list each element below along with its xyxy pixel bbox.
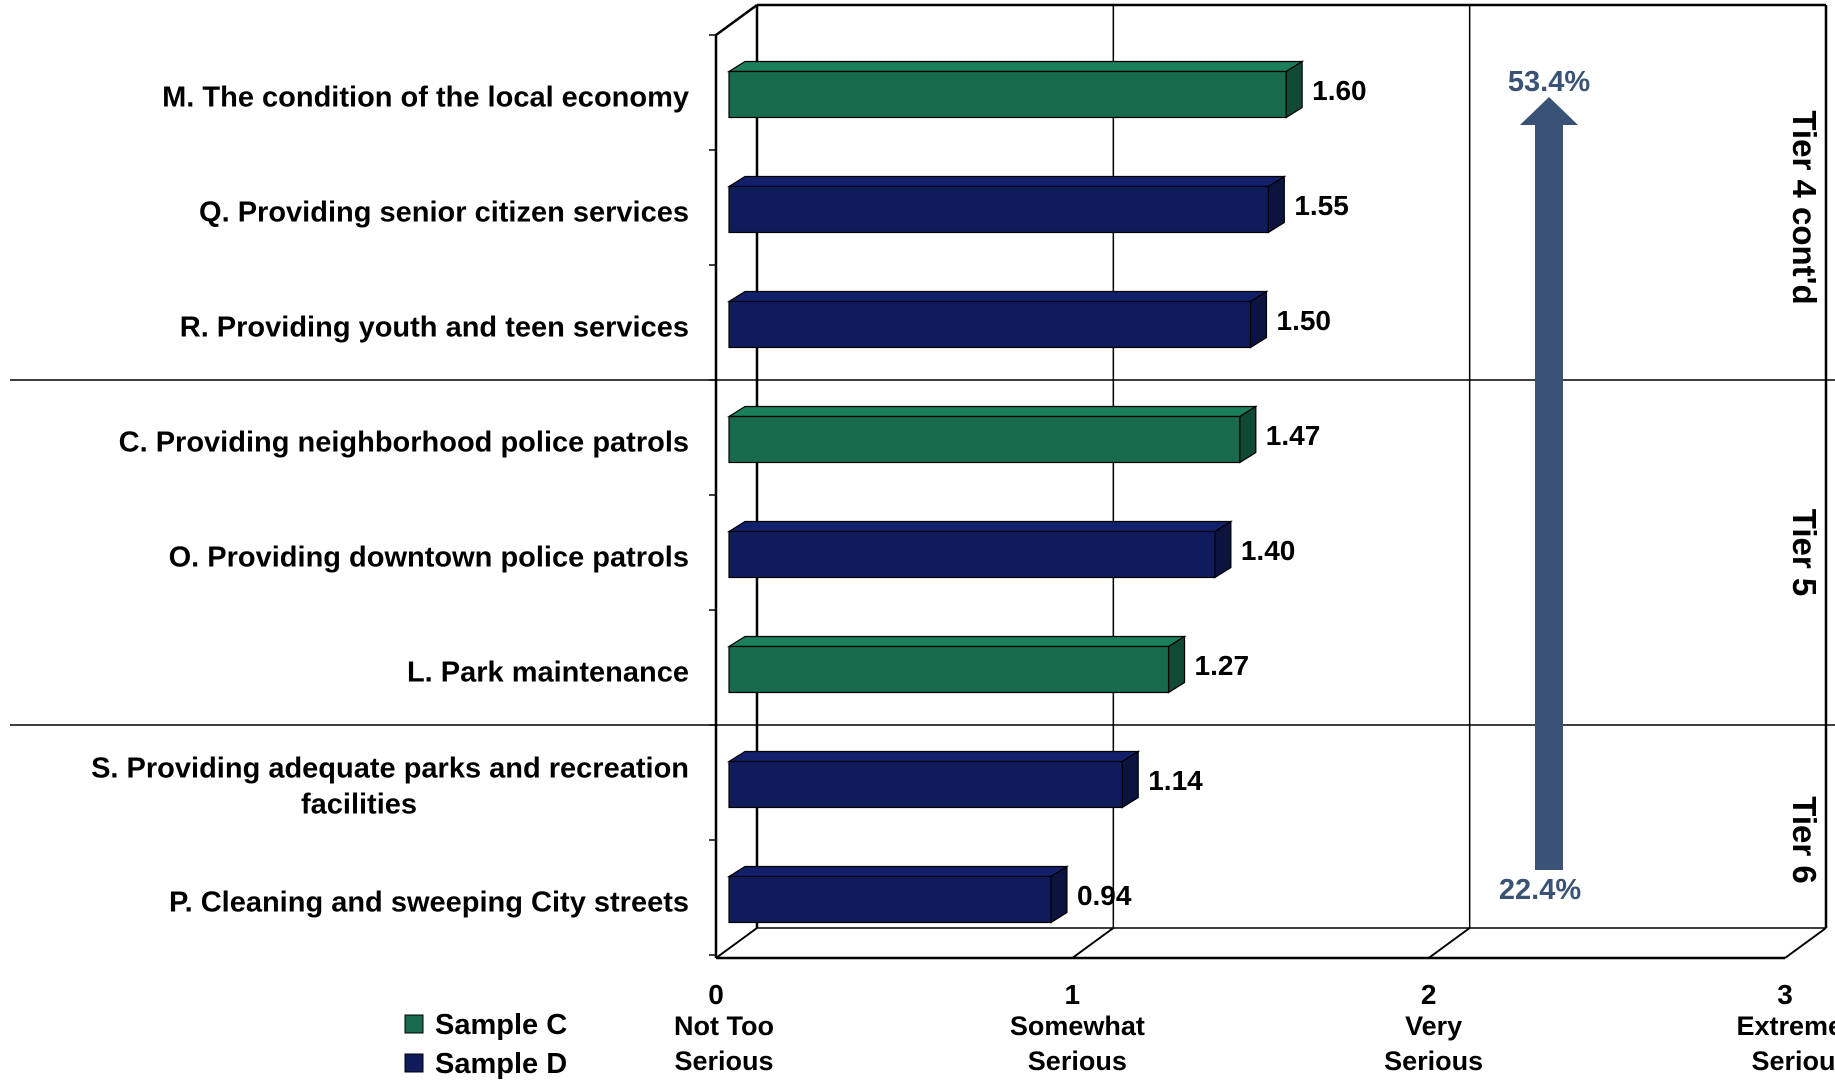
tier-label: Tier 4 cont'd	[1786, 110, 1823, 304]
bar-front-face	[728, 645, 1170, 694]
bar-top-face	[726, 635, 1187, 648]
legend-label: Sample C	[435, 1009, 567, 1041]
bar-side-face	[1239, 405, 1257, 464]
category-label: P. Cleaning and sweeping City streets	[169, 887, 689, 919]
legend-swatch	[404, 1053, 424, 1073]
legend-swatch	[404, 1014, 424, 1034]
bar	[726, 290, 1269, 349]
bar-side-face	[1121, 750, 1139, 809]
category-label: C. Providing neighborhood police patrols	[119, 427, 689, 459]
trend-arrow-head	[1520, 97, 1578, 125]
bar-value-label: 1.14	[1148, 765, 1203, 796]
category-label: M. The condition of the local economy	[162, 82, 689, 114]
x-tick-number: 3	[1777, 979, 1793, 1010]
bar-side-face	[1167, 635, 1186, 694]
bar-value-label: 1.27	[1195, 650, 1250, 681]
bar-side-face	[1285, 60, 1303, 119]
bar-side-face	[1267, 175, 1285, 234]
tier-label: Tier 6	[1786, 796, 1823, 883]
x-tick-label-line2: Serious	[1751, 1046, 1835, 1076]
bar-value-label: 1.40	[1241, 535, 1296, 566]
bar-top-face	[726, 865, 1070, 878]
bar-side-face	[1249, 290, 1268, 349]
category-label-line: S. Providing adequate parks and recreati…	[91, 753, 689, 785]
category-label: L. Park maintenance	[407, 657, 689, 689]
side-wall-top-edge	[715, 3, 758, 37]
bar-front-face	[728, 300, 1252, 349]
bar-value-label: 1.55	[1294, 190, 1349, 221]
category-label: R. Providing youth and teen services	[180, 312, 689, 344]
category-label-line: facilities	[301, 789, 417, 821]
bar-top-face	[726, 60, 1305, 73]
bar-front-face	[728, 530, 1216, 579]
floor-tick-diagonal	[1071, 927, 1114, 959]
floor-tick-diagonal	[1428, 927, 1471, 959]
bar-front-face	[728, 760, 1123, 809]
bar	[726, 175, 1287, 234]
category-label: O. Providing downtown police patrols	[169, 542, 689, 574]
bar	[726, 750, 1141, 809]
bar-top-face	[726, 175, 1287, 188]
bar-front-face	[728, 415, 1241, 464]
bar	[726, 520, 1233, 579]
x-tick-label-line1: Extremely	[1736, 1011, 1835, 1041]
bar-value-label: 1.47	[1266, 420, 1321, 451]
bar	[726, 60, 1305, 119]
bar-value-label: 1.50	[1277, 305, 1332, 336]
trend-arrow-shaft	[1535, 123, 1563, 870]
bar-front-face	[728, 185, 1269, 234]
bar-top-face	[726, 520, 1233, 533]
bar-front-face	[728, 875, 1052, 924]
x-tick-number: 0	[708, 979, 724, 1010]
legend-label: Sample D	[435, 1048, 567, 1080]
bar-front-face	[728, 70, 1287, 119]
x-tick-number: 1	[1065, 979, 1081, 1010]
tier-label: Tier 5	[1786, 509, 1823, 596]
floor-tick-diagonal	[1784, 927, 1827, 959]
bar	[726, 865, 1070, 924]
arrow-bottom-label: 22.4%	[1499, 874, 1581, 906]
bar	[726, 635, 1187, 694]
x-tick-label-line2: Serious	[1028, 1046, 1127, 1076]
category-label: Q. Providing senior citizen services	[199, 197, 689, 229]
floor-tick-diagonal	[715, 927, 758, 959]
x-tick-label-line1: Not Too	[674, 1011, 774, 1041]
x-tick-label-line2: Serious	[1384, 1046, 1483, 1076]
arrow-top-label: 53.4%	[1508, 66, 1590, 98]
x-tick-label-line1: Very	[1405, 1011, 1462, 1041]
bar-top-face	[726, 290, 1269, 303]
bar-side-face	[1214, 520, 1232, 579]
bar	[726, 405, 1258, 464]
x-tick-number: 2	[1421, 979, 1437, 1010]
bar-value-label: 1.60	[1312, 75, 1367, 106]
bar-side-face	[1050, 865, 1068, 924]
bar-top-face	[726, 750, 1141, 763]
x-tick-label-line1: Somewhat	[1010, 1011, 1145, 1041]
bar-value-label: 0.94	[1077, 880, 1132, 911]
bar-top-face	[726, 405, 1258, 418]
x-tick-label-line2: Serious	[674, 1046, 773, 1076]
